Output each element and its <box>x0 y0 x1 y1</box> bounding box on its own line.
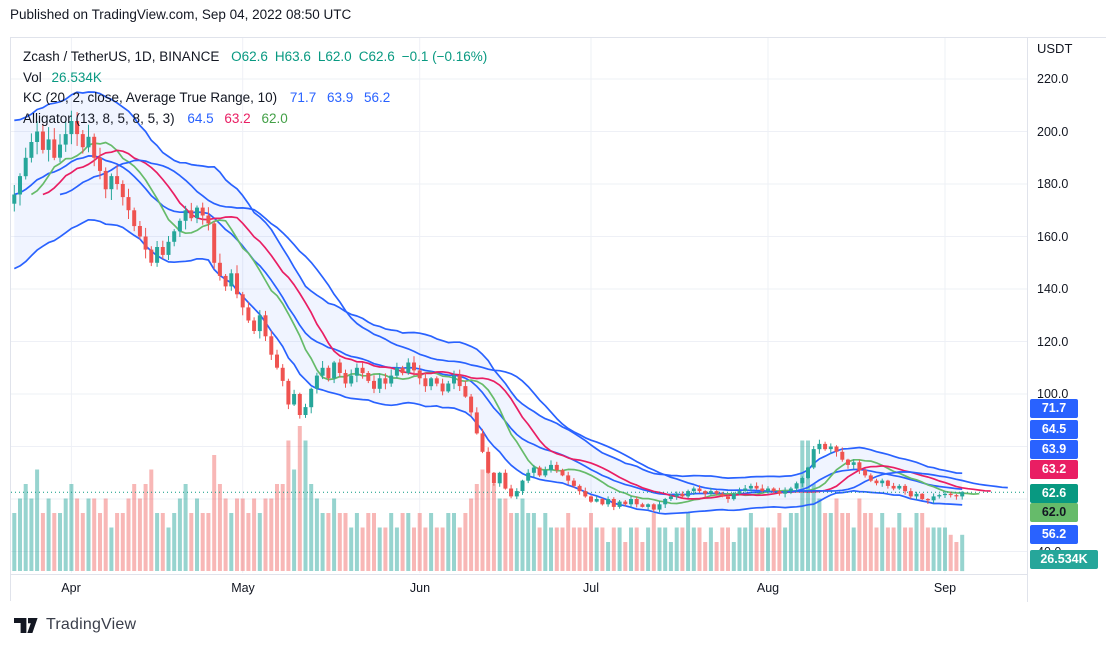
time-axis-label-jun: Jun <box>409 581 431 595</box>
time-axis-label-may: May <box>231 581 255 595</box>
open-value: O62.6 <box>231 49 268 64</box>
legend-symbol-row[interactable]: Zcash / TetherUS, 1D, BINANCE O62.6 H63.6… <box>23 47 494 68</box>
price-tick-180: 180.0 <box>1037 177 1069 191</box>
alligator-teeth-value: 63.2 <box>224 110 251 126</box>
legend-alligator-row[interactable]: Alligator (13, 8, 5, 8, 5, 3) 64.5 63.2 … <box>23 109 494 130</box>
kc-middle-value: 63.9 <box>326 90 354 105</box>
tradingview-brand-text[interactable]: TradingView <box>46 616 137 633</box>
alligator-label: Alligator (13, 8, 5, 8, 5, 3) <box>23 110 175 126</box>
published-caption: Published on TradingView.com, Sep 04, 20… <box>10 7 352 22</box>
price-badge-64.5: 64.5 <box>1030 420 1078 439</box>
legend-volume-row[interactable]: Vol 26.534K <box>23 68 494 89</box>
time-axis[interactable]: Apr May Jun Jul Aug Sep <box>11 574 1027 602</box>
time-axis-label-apr: Apr <box>61 581 81 595</box>
kc-lower-value: 56.2 <box>364 90 391 105</box>
ohlc-values: O62.6 H63.6 L62.0 C62.6 −0.1 (−0.16%) <box>231 49 494 64</box>
change-value: −0.1 (−0.16%) <box>401 49 488 64</box>
price-axis[interactable]: USDT 220.0 200.0 180.0 160.0 140.0 120.0 100.0… <box>1027 38 1107 602</box>
time-axis-label-jul: Jul <box>583 581 599 595</box>
price-badge-56.2: 56.2 <box>1030 525 1078 544</box>
price-badge-62.6: 62.6 <box>1030 484 1078 503</box>
price-badge-71.7: 71.7 <box>1030 399 1078 418</box>
chart-plot-area[interactable] <box>11 38 1027 573</box>
price-badge-63.9: 63.9 <box>1030 440 1078 459</box>
price-badge-26.534K: 26.534K <box>1030 550 1098 569</box>
chart-canvas[interactable] <box>11 38 1027 573</box>
close-value: C62.6 <box>358 49 395 64</box>
tradingview-footer[interactable]: TradingView <box>14 614 136 636</box>
price-tick-120: 120.0 <box>1037 335 1069 349</box>
volume-value: 26.534K <box>51 69 102 85</box>
chart-legend: Zcash / TetherUS, 1D, BINANCE O62.6 H63.6… <box>23 47 494 129</box>
legend-kc-row[interactable]: KC (20, 2, close, Average True Range, 10… <box>23 88 494 109</box>
high-value: H63.6 <box>274 49 311 64</box>
price-axis-currency: USDT <box>1037 41 1073 56</box>
tradingview-logo-icon[interactable] <box>14 617 38 633</box>
alligator-jaw-value: 64.5 <box>187 110 214 126</box>
volume-label: Vol <box>23 69 42 85</box>
price-tick-100: 100.0 <box>1037 387 1069 401</box>
time-axis-label-aug: Aug <box>756 581 780 595</box>
price-tick-220: 220.0 <box>1037 72 1069 86</box>
kc-upper-value: 71.7 <box>289 90 317 105</box>
symbol-title[interactable]: Zcash / TetherUS, 1D, BINANCE <box>23 49 220 64</box>
time-axis-label-sep: Sep <box>933 581 957 595</box>
price-badge-62.0: 62.0 <box>1030 503 1078 522</box>
alligator-lips-value: 62.0 <box>261 110 288 126</box>
low-value: L62.0 <box>317 49 352 64</box>
price-tick-200: 200.0 <box>1037 125 1069 139</box>
kc-label: KC (20, 2, close, Average True Range, 10… <box>23 90 278 105</box>
price-tick-140: 140.0 <box>1037 282 1069 296</box>
chart-widget: Zcash / TetherUS, 1D, BINANCE O62.6 H63.6… <box>10 37 1107 602</box>
price-badge-63.2: 63.2 <box>1030 460 1078 479</box>
price-tick-160: 160.0 <box>1037 230 1069 244</box>
